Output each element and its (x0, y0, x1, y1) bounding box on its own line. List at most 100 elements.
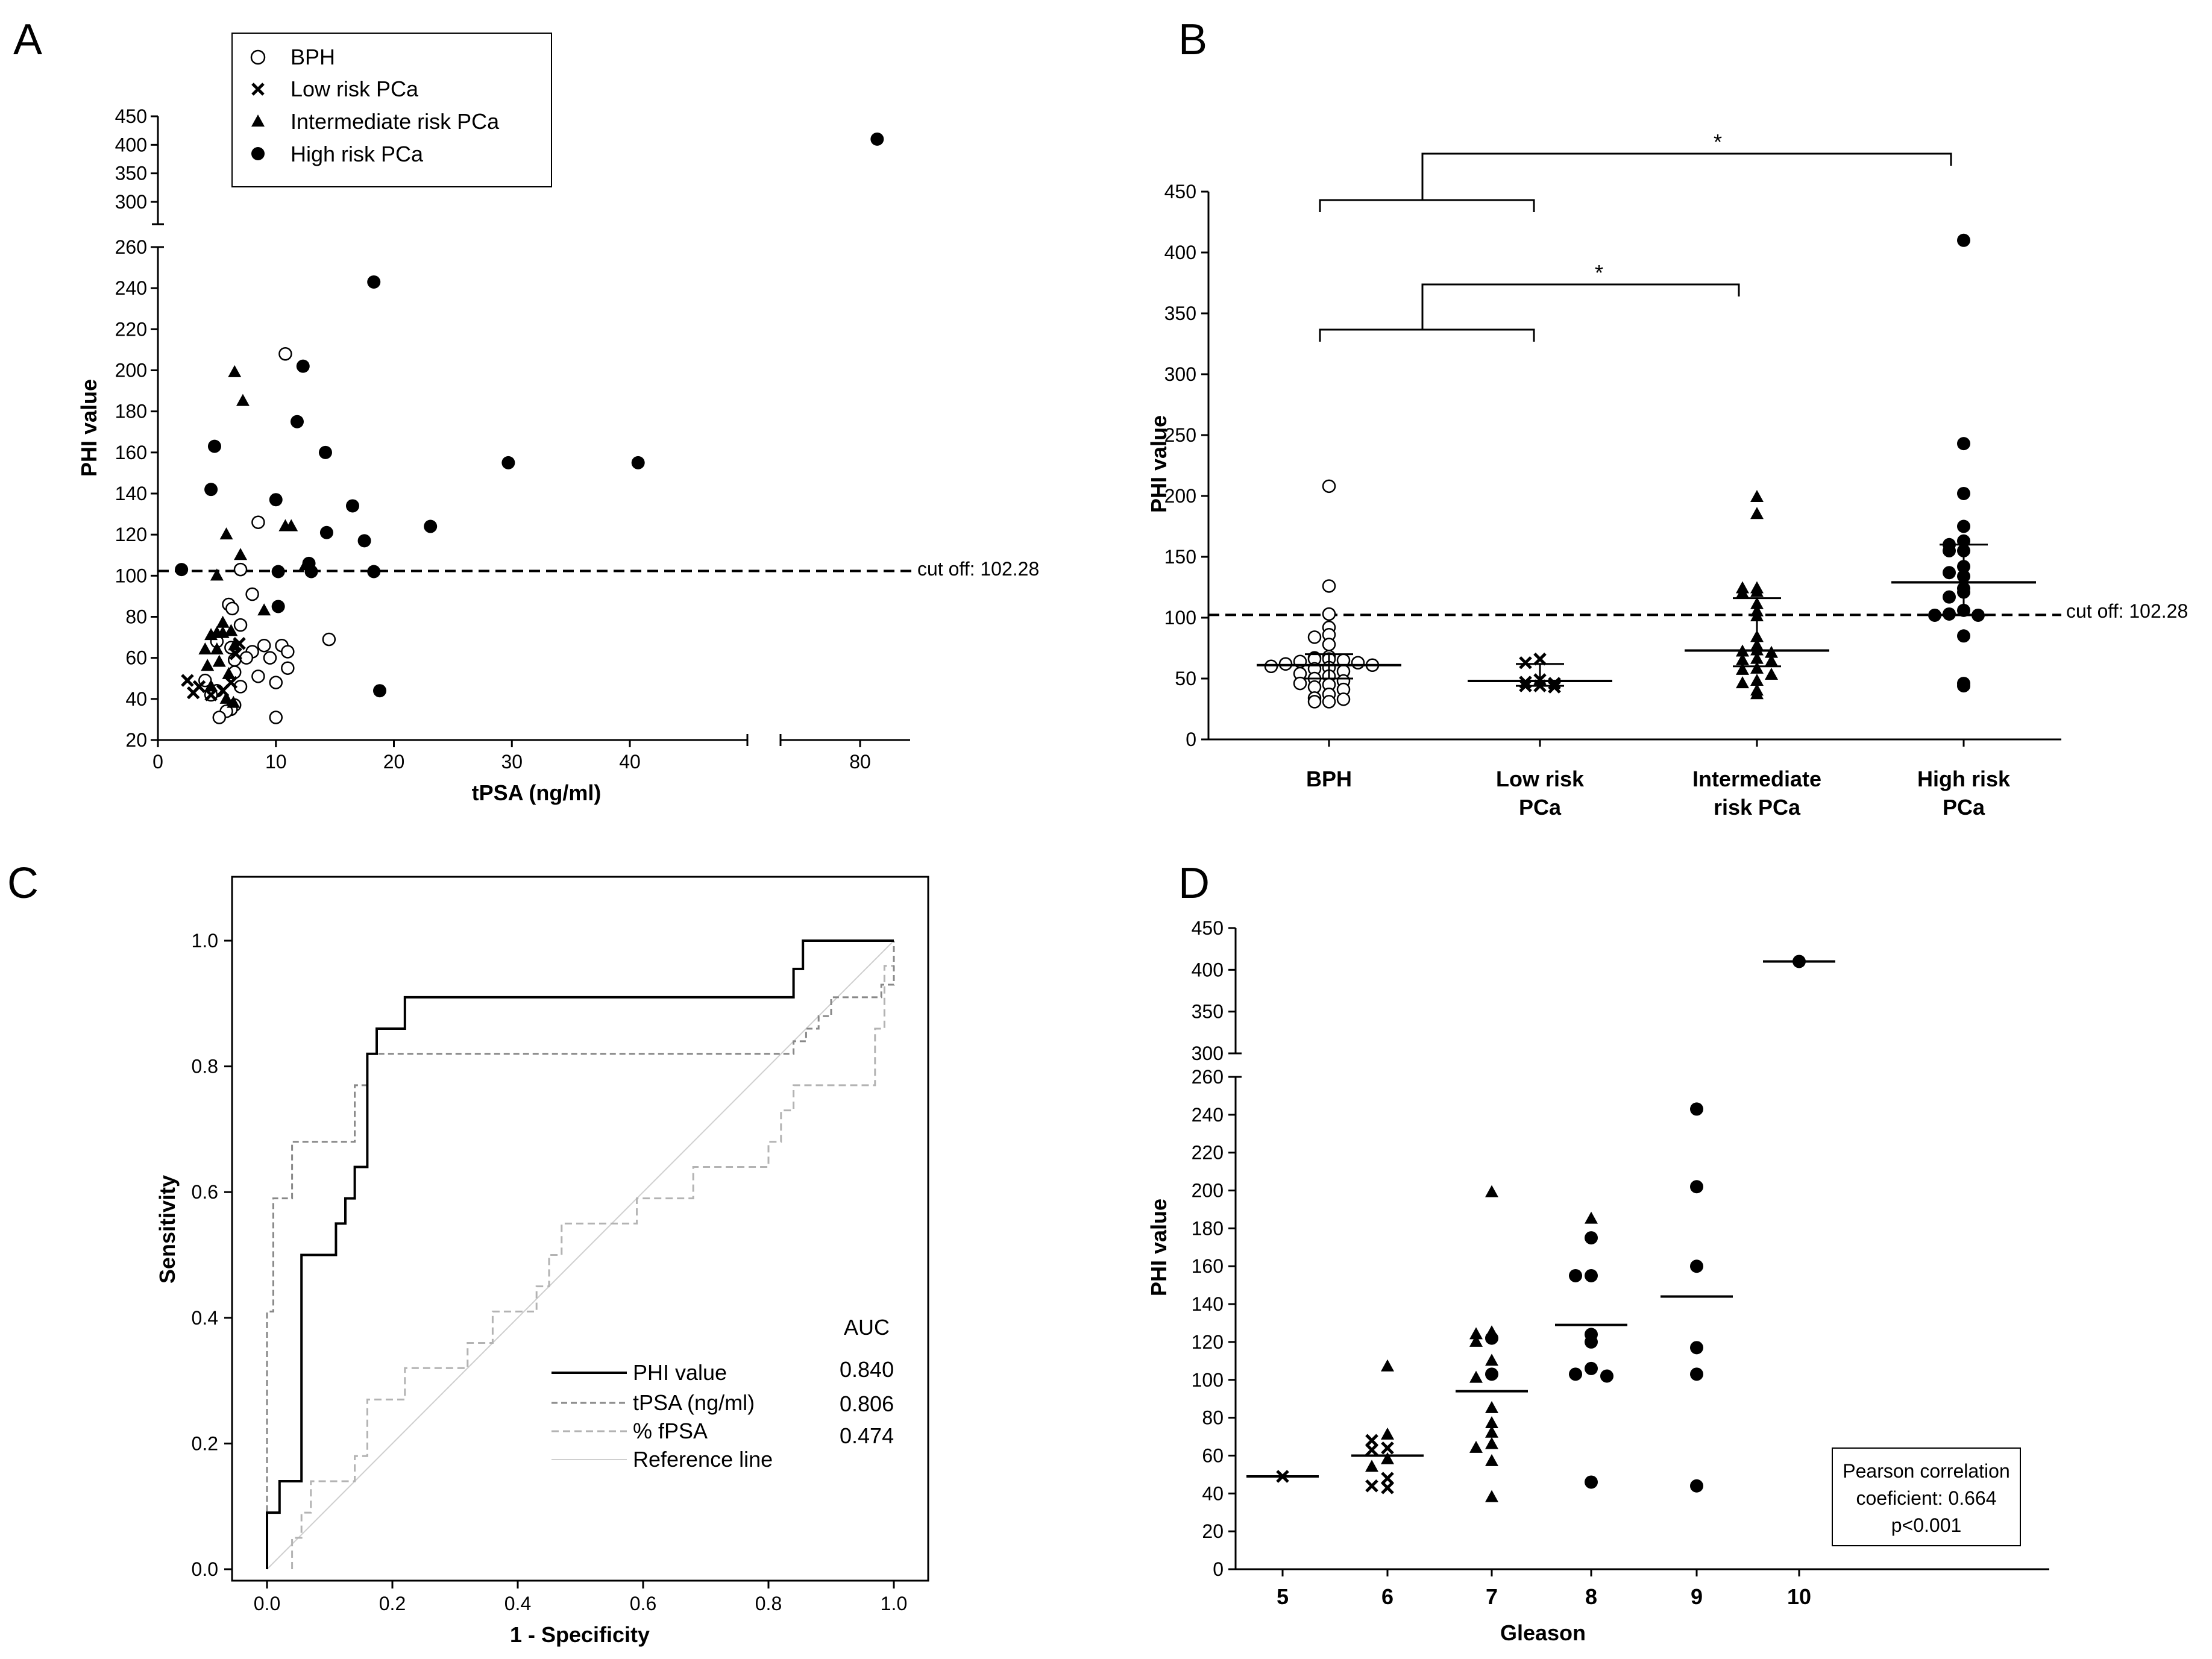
panel-a-point-2-14 (198, 642, 212, 655)
panel-a-ytick-label-0: 20 (125, 729, 147, 751)
panel-d-ytick-label-11: 220 (1192, 1142, 1224, 1164)
panel-b-point-2-1 (1750, 507, 1764, 519)
panel-d-point-2-3 (1485, 1331, 1498, 1345)
panel-b-point-2-15 (1736, 653, 1749, 665)
panel-a-ytick-label-10: 220 (115, 318, 147, 340)
significance-star-top: * (1714, 130, 1722, 154)
panel-a-point-0-27 (212, 710, 227, 724)
panel-a-point-3-10 (424, 519, 438, 533)
panel-a-ytick-label-5: 120 (115, 524, 147, 545)
panel-d-ytick-label-2: 40 (1202, 1482, 1224, 1504)
panel-b-point-2-18 (1736, 662, 1749, 675)
panel-d-xtick-label-1: 6 (1381, 1584, 1393, 1609)
category-bph-label: BPH (1306, 767, 1352, 791)
panel-a-xtick-label-5: 80 (849, 751, 871, 773)
panel-a-ytick-label-7: 160 (115, 442, 147, 463)
panel-a-point-0-5 (225, 601, 239, 616)
panel-d-xtick-label-3: 8 (1585, 1584, 1597, 1609)
panel-c-ytick-label-3: 0.6 (192, 1181, 218, 1203)
panel-a-ytick-label-8: 180 (115, 401, 147, 422)
panel-b-point-1-1 (1519, 656, 1532, 670)
panel-a-point-3-6 (269, 493, 283, 507)
panel-d-ytick-label-5: 100 (1192, 1369, 1224, 1391)
panel-b-point-0-30 (1336, 692, 1351, 706)
panel-a-point-0-11 (281, 645, 295, 659)
panel-b-point-2-5 (1736, 586, 1749, 598)
panel-d-point-2-11 (1485, 1437, 1498, 1449)
panel-a-ytick-label-9: 200 (115, 360, 147, 381)
panel-a-marks: 0 10 20 30 40 80 20 40 60 80 100 120 140 160 180 200 220… (115, 105, 913, 773)
panel-d-ytick-upper-label-1: 350 (1192, 1001, 1224, 1023)
panel-d-point-1-8 (1365, 1479, 1378, 1493)
panel-d-point-4-3 (1690, 1341, 1703, 1355)
panel-a-xlabel: tPSA (ng/ml) (472, 780, 602, 805)
category-intermediate-label-2: risk PCa (1714, 795, 1801, 820)
panel-d-point-1-7 (1381, 1472, 1394, 1485)
legend-bph-marker (250, 49, 266, 65)
panel-d-ytick-label-3: 60 (1202, 1444, 1224, 1466)
panel-a-ytick-label-6: 140 (115, 483, 147, 504)
panel-b-point-3-18 (1957, 629, 1970, 643)
panel-d-ytick-label-0: 0 (1213, 1558, 1224, 1580)
panel-d-ytick-upper-label-0: 300 (1192, 1043, 1224, 1064)
panel-b-marks: 0 50 100 150 200 250 300 350 400 450 (1164, 181, 2061, 750)
panel-b-point-2-23 (1750, 687, 1764, 700)
panel-b-point-3-2 (1957, 486, 1970, 500)
panel-a-ytick-label-2: 60 (125, 647, 147, 669)
panel-a-point-3-18 (271, 600, 285, 613)
panel-d-point-1-6 (1365, 1460, 1378, 1472)
panel-d-point-1-4-stroke-b (1365, 1443, 1378, 1457)
panel-a-point-3-17 (175, 563, 189, 577)
panel-a-point-0-18 (251, 670, 265, 683)
panel-a-point-2-1 (236, 394, 250, 406)
panel-d-point-4-0 (1690, 1102, 1703, 1116)
panel-b-cutoff-label: cut off: 102.28 (2066, 600, 2188, 622)
panel-c-xtick-label-2: 0.4 (504, 1593, 531, 1614)
panel-a-point-0-16 (281, 661, 295, 675)
legend-tpsa-label: tPSA (ng/ml) (633, 1390, 755, 1415)
panel-b-point-3-1 (1957, 437, 1970, 451)
panel-c: 0.0 0.2 0.4 0.6 0.8 1.0 0.0 0.2 0.4 0.6 0.8 1.0 1 -… (155, 876, 929, 1647)
legend-low-risk-marker (251, 83, 265, 96)
panel-d-point-2-14 (1485, 1490, 1498, 1502)
panel-a-point-0-28 (269, 710, 283, 724)
panel-a-xtick-label-3: 30 (501, 751, 523, 773)
panel-d-point-2-0 (1485, 1185, 1498, 1197)
panel-b-point-1-1-stroke-b (1519, 656, 1532, 670)
panel-d-point-1-8-stroke-b (1365, 1479, 1378, 1493)
panel-b-point-3-3 (1957, 519, 1970, 533)
panel-b-point-0-24 (1293, 676, 1307, 691)
pearson-line-3: p<0.001 (1891, 1514, 1962, 1536)
panel-d-ylabel: PHI value (1146, 1199, 1171, 1296)
panel-a-point-3-8 (501, 456, 515, 469)
panel-a: 0 10 20 30 40 80 20 40 60 80 100 120 140 160 180 200 220… (77, 33, 1039, 805)
panel-c-xtick-label-5: 1.0 (881, 1593, 907, 1614)
panel-d-ytick-label-13: 260 (1192, 1066, 1224, 1088)
panel-a-legend-box (231, 33, 552, 187)
panel-c-xtick-label-0: 0.0 (254, 1593, 280, 1614)
panel-d-ytick-label-1: 20 (1202, 1520, 1224, 1542)
panel-d-point-1-3 (1381, 1441, 1394, 1455)
panel-d-point-2-13 (1485, 1454, 1498, 1466)
panel-b-point-0-0 (1322, 479, 1336, 494)
panel-d-point-3-3 (1569, 1269, 1582, 1282)
panel-a-xtick-label-0: 0 (152, 751, 163, 773)
panel-d-point-2-8 (1485, 1400, 1498, 1413)
panel-a-point-2-19 (222, 666, 236, 679)
legend-intermediate-label: Intermediate risk PCa (291, 109, 500, 134)
panel-c-ytick-label-5: 1.0 (192, 930, 218, 952)
auc-phi-value: 0.840 (840, 1357, 894, 1382)
panel-a-point-2-21 (219, 691, 233, 704)
significance-star-middle: * (1595, 260, 1603, 285)
category-high-risk-label-2: PCa (1943, 795, 1985, 820)
panel-b-point-3-0 (1957, 233, 1970, 247)
panel-a-point-3-1 (296, 359, 310, 373)
panel-b-point-2-13 (1765, 645, 1778, 658)
panel-d-point-2-9 (1485, 1416, 1498, 1429)
panel-a-point-3-0 (367, 275, 381, 289)
panel-b: 0 50 100 150 200 250 300 350 400 450 PHI value cu… (1146, 130, 2188, 820)
pearson-line-2: coeficient: 0.664 (1856, 1487, 1996, 1509)
panel-letter-a: A (13, 16, 42, 64)
panel-a-point-1-2 (186, 686, 200, 700)
panel-b-point-0-5 (1307, 630, 1322, 644)
